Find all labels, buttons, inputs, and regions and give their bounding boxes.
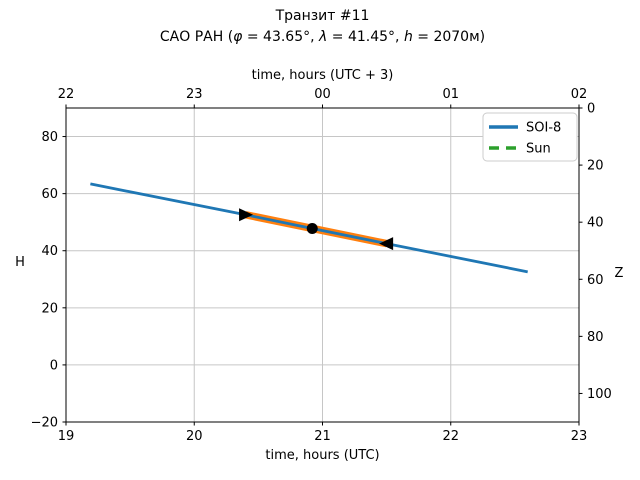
lambda-symbol: λ bbox=[319, 29, 328, 45]
x-tick-label-bottom: 22 bbox=[442, 429, 459, 444]
chart-subtitle: САО РАН (φ = 43.65°, λ = 41.45°, h = 207… bbox=[66, 27, 579, 47]
x-tick-label-top: 00 bbox=[314, 87, 331, 102]
y-tick-label-right: 40 bbox=[587, 216, 604, 231]
x-tick-label-bottom: 23 bbox=[571, 429, 588, 444]
y-tick-label-left: 20 bbox=[41, 301, 58, 316]
markers bbox=[239, 208, 394, 251]
chart-title: Транзит #11 bbox=[275, 8, 370, 24]
legend-label-soi-8: SOI-8 bbox=[526, 121, 561, 136]
axis-ticks bbox=[62, 104, 583, 426]
lambda-value: = 41.45°, bbox=[327, 29, 404, 45]
x-tick-label-bottom: 19 bbox=[58, 429, 75, 444]
y-axis-label-left: H bbox=[15, 255, 25, 270]
y-tick-label-left: 0 bbox=[50, 358, 58, 373]
axis-labels: time, hours (UTC) time, hours (UTC + 3) H Z bbox=[15, 68, 623, 463]
legend: SOI-8 Sun bbox=[482, 112, 578, 162]
x-tick-label-top: 01 bbox=[442, 87, 459, 102]
y-tick-label-left: 40 bbox=[41, 244, 58, 259]
x-tick-label-top: 23 bbox=[186, 87, 203, 102]
x-axis-label-top: time, hours (UTC + 3) bbox=[252, 68, 394, 83]
y-tick-label-left: 60 bbox=[41, 187, 58, 202]
y-tick-label-right: 100 bbox=[587, 387, 612, 402]
y-tick-label-right: 80 bbox=[587, 330, 604, 345]
y-tick-label-left: −20 bbox=[31, 416, 58, 431]
phi-symbol: φ bbox=[233, 29, 243, 45]
x-tick-label-top: 02 bbox=[571, 87, 588, 102]
h-symbol: h bbox=[403, 29, 413, 45]
transit-start-triangle-right-marker bbox=[239, 208, 254, 222]
x-axis-label-bottom: time, hours (UTC) bbox=[265, 448, 379, 463]
y-tick-label-right: 20 bbox=[587, 159, 604, 174]
x-tick-label-bottom: 20 bbox=[186, 429, 203, 444]
y-tick-label-right: 0 bbox=[587, 102, 595, 117]
x-tick-label-top: 22 bbox=[58, 87, 75, 102]
phi-value: = 43.65°, bbox=[242, 29, 320, 45]
y-tick-label-left: 80 bbox=[41, 130, 58, 145]
legend-label-sun: Sun bbox=[526, 142, 551, 157]
tick-labels: 19 20 21 22 23 22 23 00 01 02 −20 0 20 40 60 80 0 20 40 60 8… bbox=[31, 87, 612, 444]
y-axis-label-right: Z bbox=[615, 266, 624, 281]
transit-end-triangle-left-marker bbox=[379, 237, 394, 251]
y-tick-label-right: 60 bbox=[587, 273, 604, 288]
h-value: = 2070м) bbox=[412, 29, 486, 45]
culmination-dot-marker bbox=[306, 222, 318, 234]
subtitle-prefix: САО РАН ( bbox=[159, 29, 234, 45]
x-tick-label-bottom: 21 bbox=[314, 429, 331, 444]
